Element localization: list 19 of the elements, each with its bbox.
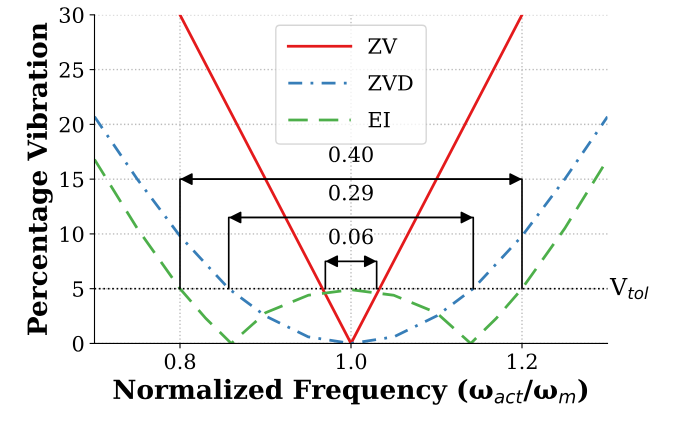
x-tick-label: 1.2 [508, 354, 537, 370]
y-tick-label: 25 [60, 62, 84, 78]
ref-line-label: V$_{tol}$ [610, 278, 648, 300]
y-tick-label: 5 [73, 281, 84, 297]
x-tick-label: 0.8 [164, 354, 196, 370]
y-tick-label: 20 [60, 116, 84, 133]
legend-label: EI [368, 112, 390, 128]
y-axis-title: Percentage Vibration [26, 22, 53, 335]
legend-label: ZV [368, 38, 398, 54]
y-tick-label: 15 [60, 172, 84, 188]
legend-label: ZVD [368, 75, 412, 90]
x-tick-label: 1.0 [336, 354, 366, 370]
annotation: 0.06 [329, 228, 373, 244]
x-axis-title: Normalized Frequency (ω$_{act}$/ω$_{m}$) [113, 378, 588, 405]
annotation: 0.29 [329, 184, 373, 201]
annotation: 0.40 [329, 146, 373, 162]
y-tick-label: 30 [60, 7, 84, 24]
y-tick-label: 10 [60, 226, 84, 242]
y-tick-label: 0 [72, 336, 84, 352]
